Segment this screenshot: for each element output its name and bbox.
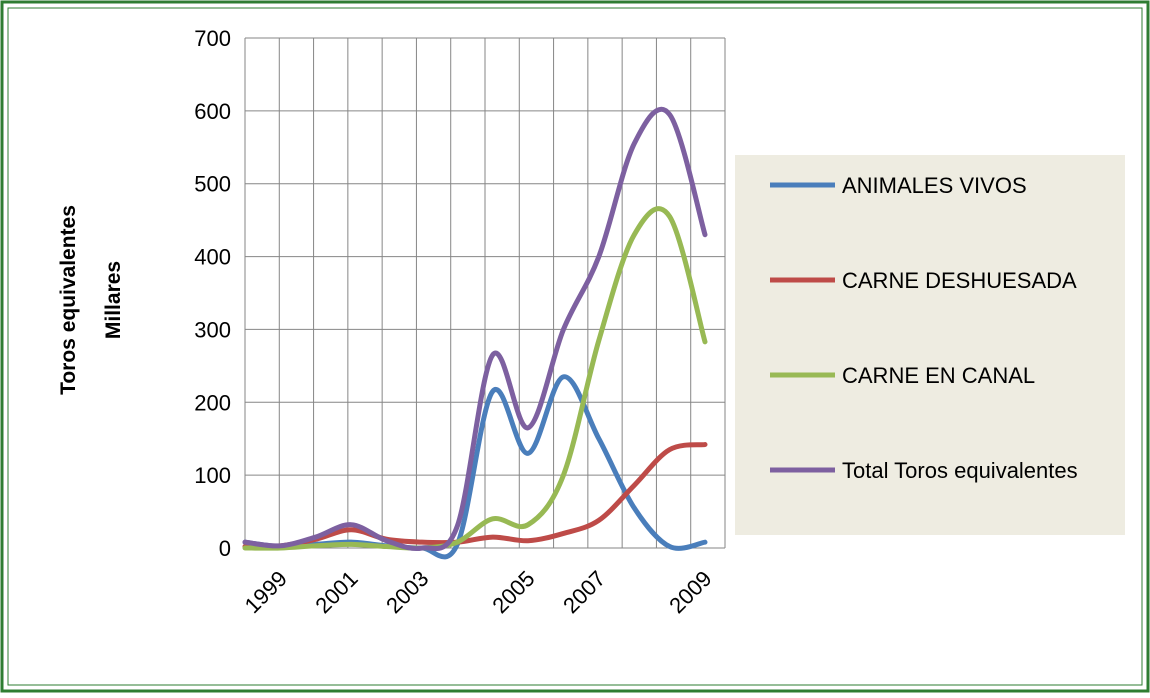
y-tick-label: 300 bbox=[194, 317, 231, 342]
y-tick-label: 100 bbox=[194, 463, 231, 488]
y-tick-label: 700 bbox=[194, 26, 231, 51]
y-axis-title: Toros equivalentes bbox=[57, 205, 80, 395]
legend-label: Total Toros equivalentes bbox=[842, 458, 1078, 483]
y-tick-label: 200 bbox=[194, 390, 231, 415]
legend-label: CARNE DESHUESADA bbox=[842, 268, 1077, 293]
y-tick-label: 600 bbox=[194, 99, 231, 124]
y-tick-label: 500 bbox=[194, 172, 231, 197]
series-line bbox=[242, 206, 708, 551]
y-tick-label: 0 bbox=[219, 536, 231, 561]
legend-label: CARNE EN CANAL bbox=[842, 363, 1035, 388]
inner-border bbox=[7, 7, 1143, 686]
legend-label: ANIMALES VIVOS bbox=[842, 173, 1027, 198]
y-tick-label: 400 bbox=[194, 245, 231, 270]
series-line bbox=[242, 106, 708, 552]
y-axis-title: Millares bbox=[102, 261, 125, 339]
